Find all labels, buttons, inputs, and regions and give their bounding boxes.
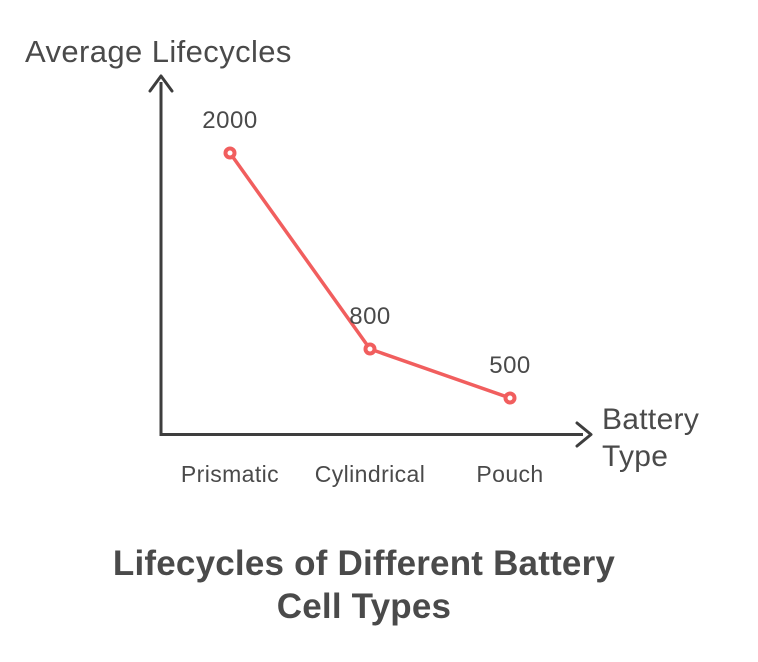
data-label: 2000 xyxy=(202,107,258,134)
x-tick-label: Cylindrical xyxy=(314,461,426,487)
y-axis xyxy=(148,74,174,436)
data-point xyxy=(363,342,377,356)
chart-title: Lifecycles of Different Battery Cell Typ… xyxy=(112,544,616,626)
x-tick-label: Pouch xyxy=(476,461,544,487)
x-tick-label: Prismatic xyxy=(180,461,280,487)
y-axis-arrow-icon xyxy=(148,74,174,93)
y-axis-title: Average Lifecycles xyxy=(25,34,292,69)
data-point xyxy=(503,391,517,405)
x-axis-arrow-icon xyxy=(575,421,593,448)
data-point xyxy=(223,146,237,160)
data-points xyxy=(223,146,517,405)
data-label: 800 xyxy=(349,303,391,330)
data-label: 500 xyxy=(489,352,531,379)
x-axis xyxy=(159,421,593,448)
x-axis-title: Battery Type xyxy=(602,403,700,473)
